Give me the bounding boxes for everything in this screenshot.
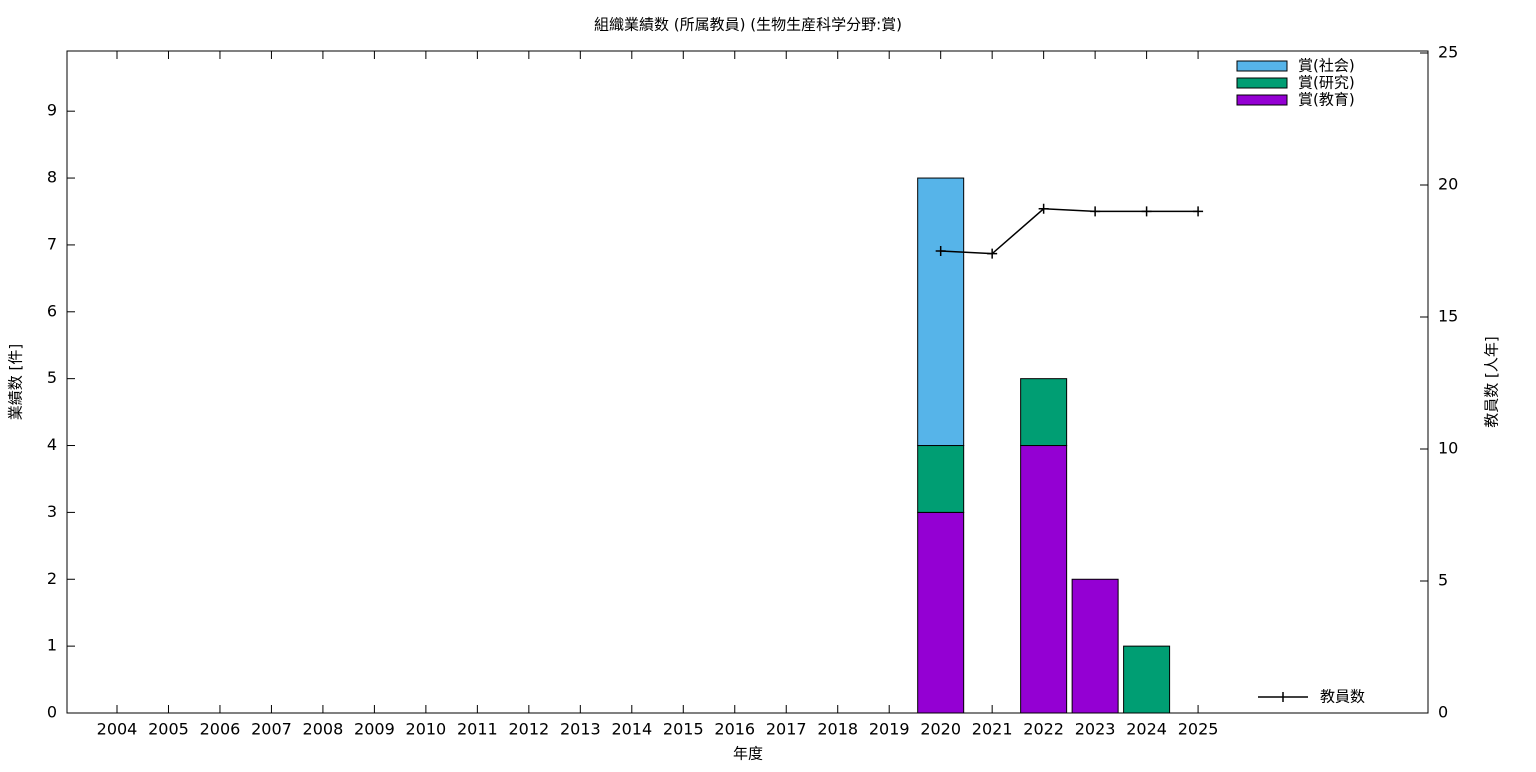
legend-swatch: [1236, 77, 1288, 89]
legend-label: 賞(研究): [1298, 74, 1355, 92]
point: [1193, 206, 1204, 217]
y2-tick-label: 20: [1438, 175, 1458, 194]
x-tick-label: 2007: [251, 720, 292, 739]
x-tick-label: 2012: [508, 720, 549, 739]
line: [940, 207, 1199, 255]
y-tick-label: 3: [47, 502, 57, 521]
x-tick-label: 2015: [663, 720, 704, 739]
point: [935, 246, 946, 256]
x-tick-label: 2006: [200, 720, 241, 739]
bar: [917, 511, 965, 714]
y-tick-label: 9: [47, 101, 57, 120]
legend-swatch: [1236, 94, 1288, 106]
x-tick-label: 2020: [920, 720, 961, 739]
point: [1038, 203, 1049, 214]
y-tick-label: 2: [47, 569, 57, 588]
plot-frame: [66, 50, 1429, 714]
y2-axis-label: 教員数 [人年]: [1483, 336, 1501, 427]
legend-swatch: [1236, 60, 1288, 72]
y2-tick-label: 10: [1438, 439, 1458, 458]
legend-label: 教員数: [1320, 688, 1365, 706]
x-tick-label: 2005: [148, 720, 189, 739]
bar: [917, 177, 965, 447]
x-tick-label: 2014: [611, 720, 652, 739]
x-tick-label: 2017: [766, 720, 807, 739]
y-tick-label: 1: [47, 636, 57, 655]
y2-tick-label: 5: [1438, 571, 1448, 590]
point: [987, 248, 998, 259]
bar: [917, 445, 965, 513]
point: [1090, 206, 1101, 217]
x-tick-label: 2008: [303, 720, 344, 739]
x-tick-label: 2021: [972, 720, 1013, 739]
x-tick-label: 2019: [869, 720, 910, 739]
bar: [1123, 645, 1171, 714]
x-tick-label: 2023: [1075, 720, 1116, 739]
point: [1141, 206, 1152, 217]
x-tick-label: 2009: [354, 720, 395, 739]
y-tick-label: 7: [47, 234, 57, 253]
y-tick-label: 0: [47, 703, 57, 722]
y2-tick-label: 15: [1438, 307, 1458, 326]
y-tick-label: 4: [47, 435, 57, 454]
x-tick-label: 2025: [1178, 720, 1219, 739]
legend-label: 賞(社会): [1298, 57, 1355, 75]
x-tick-label: 2004: [97, 720, 138, 739]
x-tick-label: 2018: [817, 720, 858, 739]
y2-tick-label: 25: [1438, 43, 1458, 62]
bar: [1020, 378, 1068, 447]
bar: [1071, 578, 1119, 714]
y-tick-label: 8: [47, 168, 57, 187]
y2-tick-label: 0: [1438, 703, 1448, 722]
x-tick-label: 2013: [560, 720, 601, 739]
legend-label: 賞(教育): [1298, 91, 1355, 109]
x-axis-label: 年度: [733, 745, 763, 763]
y-tick-label: 5: [47, 368, 57, 387]
x-tick-label: 2010: [406, 720, 447, 739]
chart-title: 組織業績数 (所属教員) (生物生産科学分野:賞): [594, 16, 902, 34]
bar: [1020, 445, 1068, 714]
x-tick-label: 2024: [1126, 720, 1167, 739]
y-axis-label: 業績数 [件]: [7, 344, 25, 420]
x-tick-label: 2022: [1023, 720, 1064, 739]
y-tick-label: 6: [47, 301, 57, 320]
x-tick-label: 2011: [457, 720, 498, 739]
x-tick-label: 2016: [714, 720, 755, 739]
